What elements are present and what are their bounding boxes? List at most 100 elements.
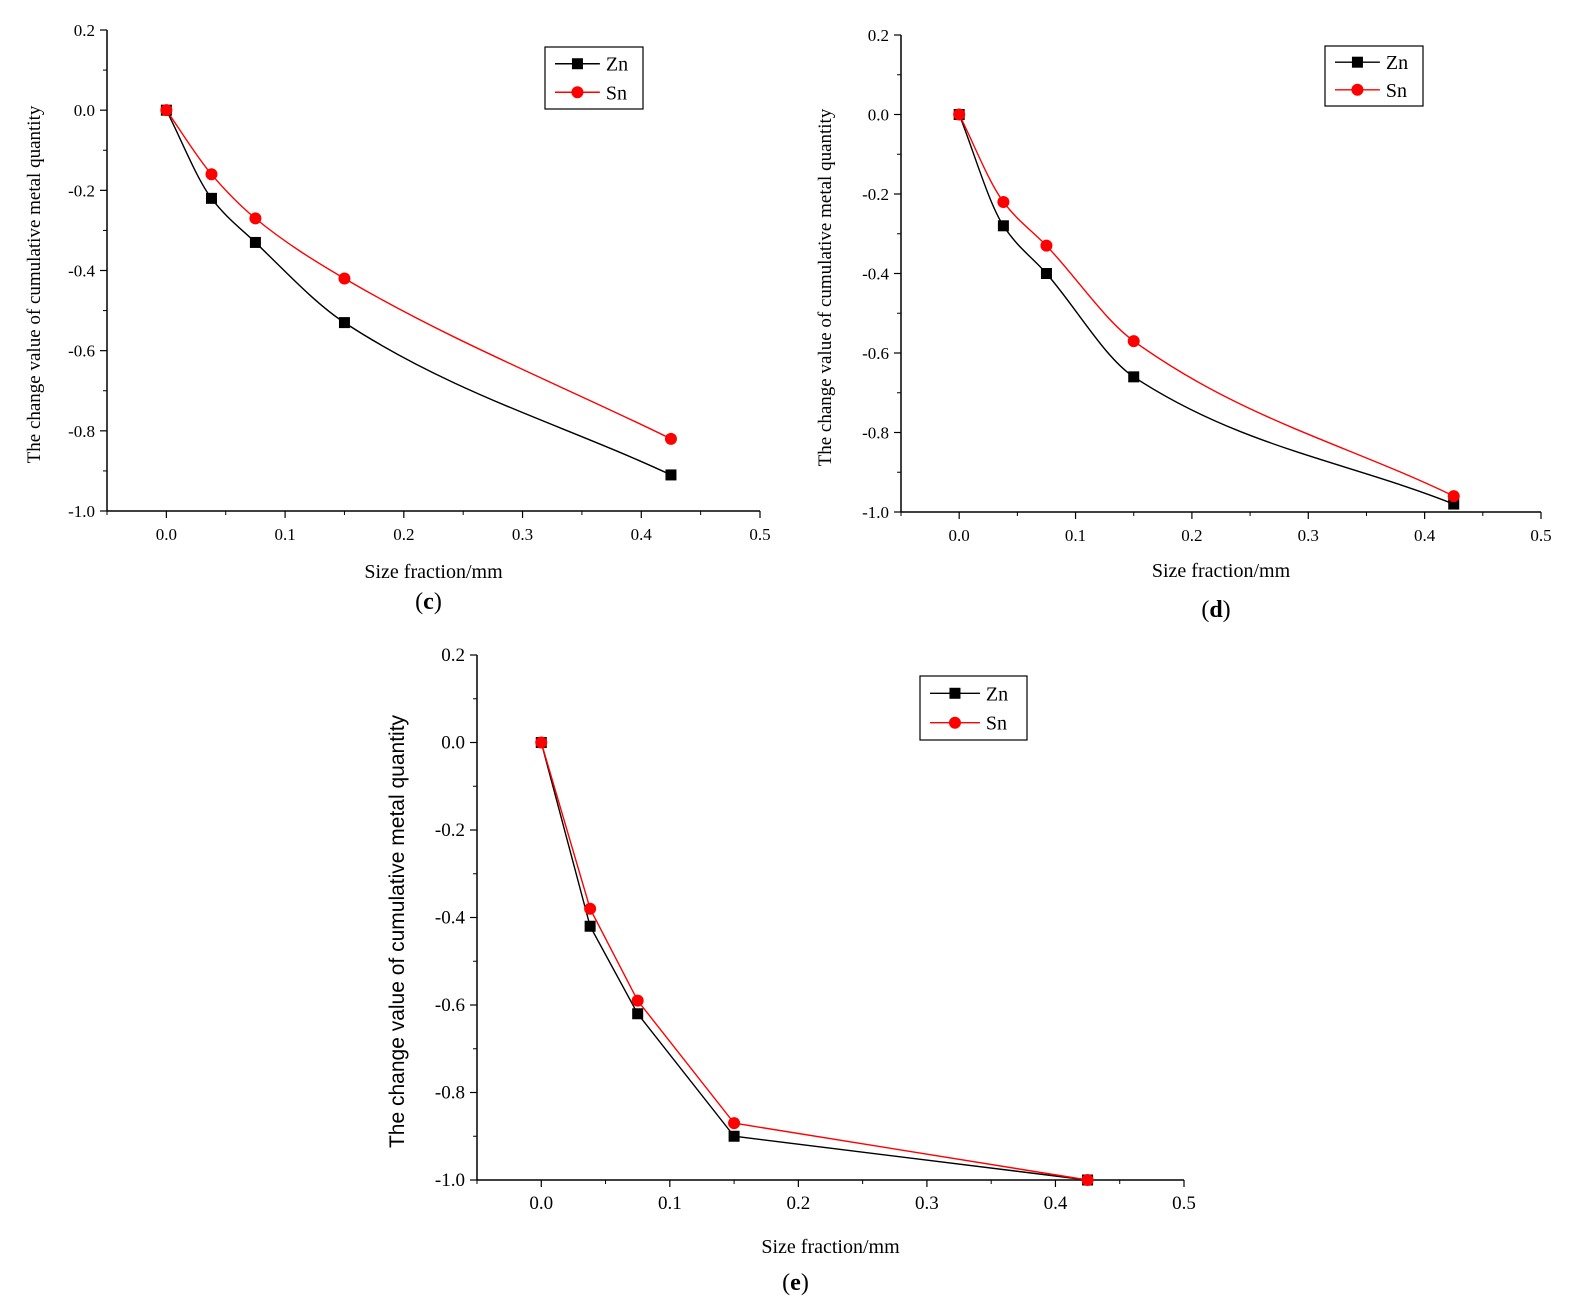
data-point-zn [665, 469, 677, 481]
series-line-sn [540, 742, 1088, 1181]
legend-marker-zn [1351, 56, 1363, 68]
legend-box [544, 46, 644, 110]
legend-marker-zn [949, 687, 961, 699]
panel-label: (c) [415, 589, 442, 615]
panel-label: (d) [1201, 597, 1230, 623]
y-tick-label: -0.2 [862, 185, 889, 204]
y-tick-label: -1.0 [68, 502, 95, 521]
data-point-zn [632, 1008, 644, 1020]
data-point-zn [205, 192, 217, 204]
y-tick-label: -1.0 [435, 1170, 465, 1191]
legend-label-sn: Sn [1386, 80, 1407, 102]
y-tick-label: -0.6 [68, 342, 95, 361]
x-tick-label: 0.3 [512, 525, 533, 544]
data-point-sn [953, 108, 966, 121]
data-point-zn [1040, 268, 1052, 279]
x-tick-label: 0.0 [529, 1193, 553, 1214]
x-tick-label: 0.5 [1530, 526, 1551, 545]
data-point-sn [338, 272, 351, 285]
y-tick-label: -0.6 [862, 344, 889, 363]
x-tick-label: 0.1 [658, 1193, 682, 1214]
y-axis-label: The change value of cumulative metal qua… [386, 714, 409, 1148]
y-tick-label: 0.2 [74, 21, 95, 40]
y-tick-label: -0.2 [68, 181, 95, 200]
x-axis-label: Size fraction/mm [1152, 560, 1291, 582]
x-tick-label: 0.4 [631, 525, 653, 544]
data-point-zn [1448, 498, 1460, 510]
legend-box [919, 675, 1028, 741]
series-line-zn [165, 109, 672, 476]
x-axis-label: Size fraction/mm [364, 561, 503, 583]
data-point-sn [1081, 1174, 1094, 1186]
y-tick-label: 0.2 [441, 645, 465, 666]
legend-label-zn: Zn [606, 54, 628, 76]
y-tick-label: 0.0 [441, 733, 465, 754]
data-point-zn [728, 1130, 740, 1142]
y-tick-label: 0.0 [74, 101, 95, 120]
chart-panel-c: 0.2 0.0 -0.2 -0.4 -0.6 -0.8 -1.0 0.0 0.1 0.2 0.3 0.… [24, 21, 771, 615]
data-point-sn [584, 902, 597, 915]
data-point-sn [205, 168, 218, 181]
y-tick-label: -0.4 [435, 908, 466, 929]
y-tick-label: -0.8 [68, 422, 95, 441]
legend: Zn Sn [544, 46, 644, 110]
data-point-zn [997, 220, 1009, 232]
y-tick-label: -0.4 [862, 265, 889, 284]
y-tick-label: 0.0 [868, 106, 889, 125]
x-tick-label: 0.3 [915, 1193, 939, 1214]
x-tick-label: 0.5 [1172, 1193, 1196, 1214]
x-tick-label: 0.4 [1044, 1193, 1068, 1214]
data-point-sn [535, 736, 548, 749]
series-line-zn [540, 742, 1088, 1181]
x-tick-label: 0.5 [749, 525, 770, 544]
y-tick-label: 0.2 [868, 26, 889, 45]
legend-marker-sn [948, 716, 961, 729]
x-axis-label: Size fraction/mm [761, 1236, 900, 1258]
y-tick-label: -0.2 [435, 820, 465, 841]
y-tick-label: -0.8 [435, 1083, 465, 1104]
x-tick-label: 0.4 [1414, 526, 1436, 545]
data-point-sn [631, 994, 644, 1007]
x-tick-label: 0.0 [949, 526, 970, 545]
data-point-sn [664, 432, 677, 445]
x-tick-label: 0.1 [1065, 526, 1086, 545]
data-point-zn [584, 920, 596, 932]
panel-label: (e) [782, 1270, 809, 1296]
series-line-sn [165, 109, 672, 440]
legend-label-zn: Zn [986, 683, 1008, 705]
y-axis-label: The change value of cumulative metal qua… [815, 108, 836, 466]
x-tick-label: 0.2 [786, 1193, 810, 1214]
data-point-sn [997, 195, 1010, 208]
data-point-sn [1447, 490, 1460, 503]
y-tick-label: -0.4 [68, 262, 95, 281]
data-point-sn [1127, 335, 1140, 348]
x-tick-label: 0.1 [274, 525, 295, 544]
legend-marker-sn [1351, 83, 1364, 96]
series-line-sn [958, 114, 1455, 497]
x-tick-label: 0.0 [156, 525, 177, 544]
data-point-sn [1040, 239, 1053, 252]
x-tick-label: 0.3 [1298, 526, 1319, 545]
legend-label-sn: Sn [986, 713, 1007, 735]
y-tick-label: -1.0 [862, 503, 889, 522]
data-point-sn [728, 1117, 741, 1130]
legend: Zn Sn [1324, 45, 1424, 107]
chart-panel-d: 0.2 0.0 -0.2 -0.4 -0.6 -0.8 -1.0 0.0 0.1 0.2 0.3 0.… [815, 26, 1552, 623]
series-line-zn [958, 114, 1454, 505]
data-point-zn [249, 236, 261, 248]
y-tick-label: -0.6 [435, 995, 465, 1016]
legend-marker-zn [571, 58, 583, 70]
legend-box [1324, 45, 1424, 107]
y-axis-label: The change value of cumulative metal qua… [24, 105, 45, 463]
chart-panel-e: 0.2 0.0 -0.2 -0.4 -0.6 -0.8 -1.0 0.0 0.1 0.2 0.3 0.… [386, 645, 1196, 1296]
legend: Zn Sn [919, 675, 1028, 741]
legend-marker-sn [571, 86, 584, 99]
y-tick-label: -0.8 [862, 424, 889, 443]
data-point-zn [1128, 371, 1140, 383]
legend-label-zn: Zn [1386, 52, 1408, 74]
data-point-sn [160, 104, 173, 117]
x-tick-label: 0.2 [1181, 526, 1202, 545]
x-tick-label: 0.2 [393, 525, 414, 544]
data-point-zn [338, 317, 350, 329]
